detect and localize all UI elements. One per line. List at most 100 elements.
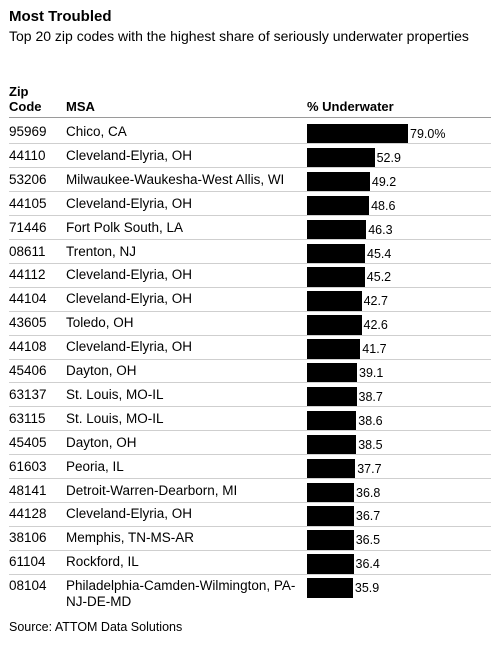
table-row: 95969 Chico, CA 79.0%: [0, 120, 500, 144]
bar-value-label: 35.9: [354, 581, 380, 596]
zip-code: 95969: [9, 124, 47, 139]
row-divider: [9, 358, 491, 360]
msa-name: Peoria, IL: [66, 458, 124, 474]
zip-code: 63137: [9, 386, 47, 402]
bar-value-label: 48.6: [371, 198, 396, 213]
column-header-zip-line2: Code: [9, 99, 42, 114]
row-divider: [9, 286, 491, 288]
row-divider: [9, 191, 491, 193]
table-row: 45405 Dayton, OH 38.5: [0, 431, 500, 455]
zip-code: 61603: [9, 458, 47, 474]
bar: [307, 363, 357, 383]
row-divider: [9, 239, 491, 240]
bar: [307, 434, 357, 455]
table-row: 45406 Dayton, OH 39.1: [0, 359, 500, 383]
table-row: 48141 Detroit-Warren-Dearborn, MI 36.8: [0, 479, 500, 503]
chart-subtitle: Top 20 zip codes with the highest share …: [9, 28, 469, 44]
bar-value-label: 36.8: [356, 485, 381, 500]
table-row: 44105 Cleveland-Elyria, OH 48.6: [0, 192, 500, 216]
bar-value-label: 39.1: [359, 366, 384, 380]
bar-value-label: 38.5: [358, 437, 383, 452]
row-divider: [9, 501, 491, 503]
zip-code: 44108: [9, 339, 47, 355]
zip-code: 45405: [9, 434, 47, 450]
bar: [307, 171, 370, 192]
zip-code: 63115: [9, 410, 46, 426]
bar-value-label: 79.0%: [410, 127, 446, 141]
table-row: 61603 Peoria, IL 37.7: [0, 455, 500, 479]
bar: [307, 195, 370, 216]
bar-value-label: 37.7: [357, 461, 382, 476]
bar: [307, 339, 361, 360]
bar-value-label: 42.6: [363, 318, 388, 333]
zip-code: 44112: [9, 267, 46, 283]
table-row: 08104 Philadelphia-Camden-Wilmington, PA-…: [0, 574, 500, 614]
msa-name: Rockford, IL: [66, 554, 139, 570]
bar: [307, 291, 362, 312]
row-divider: [9, 382, 491, 384]
table-row: 53206 Milwaukee-Waukesha-West Allis, WI 49…: [0, 168, 500, 192]
msa-name: Detroit-Warren-Dearborn, MI: [66, 482, 238, 498]
bar: [307, 482, 354, 503]
zip-code: 38106: [9, 530, 47, 546]
msa-name: Fort Polk South, LA: [66, 219, 184, 235]
bar-value-label: 45.4: [367, 246, 392, 261]
table-row: 61104 Rockford, IL 36.4: [0, 550, 500, 575]
column-header-zip-line1: Zip: [9, 84, 29, 99]
source-note: Source: ATTOM Data Solutions: [9, 620, 183, 634]
msa-name: Toledo, OH: [66, 315, 134, 331]
bar-value-label: 38.7: [358, 389, 383, 404]
row-divider: [9, 143, 491, 145]
bar: [307, 578, 353, 599]
msa-name: Cleveland-Elyria, OH: [66, 339, 193, 355]
table-row: 38106 Memphis, TN-MS-AR 36.5: [0, 526, 500, 551]
row-divider: [9, 454, 491, 456]
row-divider: [9, 215, 491, 217]
table-row: 63137 St. Louis, MO-IL 38.7: [0, 383, 500, 407]
bar: [307, 410, 357, 431]
table-row: 43605 Toledo, OH 42.6: [0, 311, 500, 336]
row-divider: [9, 167, 491, 169]
bar-value-label: 36.4: [355, 557, 380, 572]
msa-name: Philadelphia-Camden-Wilmington, PA-NJ-DE…: [66, 578, 296, 610]
row-divider: [9, 334, 491, 336]
chart-title: Most Troubled: [9, 8, 112, 25]
table-row: 44104 Cleveland-Elyria, OH 42.7: [0, 287, 500, 312]
msa-name: Memphis, TN-MS-AR: [66, 530, 195, 546]
msa-name: Trenton, NJ: [66, 243, 137, 259]
zip-code: 43605: [9, 315, 47, 331]
bar: [307, 386, 357, 407]
header-rule: [9, 117, 491, 118]
bar: [307, 124, 408, 144]
zip-code: 44104: [9, 291, 47, 307]
zip-code: 45406: [9, 363, 47, 378]
msa-name: Cleveland-Elyria, OH: [66, 195, 193, 211]
zip-code: 61104: [9, 554, 46, 570]
row-divider: [9, 262, 491, 264]
bar: [307, 554, 354, 575]
bar-value-label: 41.7: [362, 342, 387, 357]
zip-code: 71446: [9, 219, 47, 235]
msa-name: St. Louis, MO-IL: [66, 410, 164, 426]
row-divider: [9, 525, 491, 527]
table-row: 63115 St. Louis, MO-IL 38.6: [0, 407, 500, 431]
msa-name: St. Louis, MO-IL: [66, 386, 164, 402]
bar: [307, 147, 375, 168]
bar: [307, 506, 354, 527]
zip-code: 44128: [9, 506, 47, 522]
row-divider: [9, 478, 491, 479]
bar-value-label: 52.9: [376, 150, 401, 165]
bar: [307, 315, 362, 336]
column-header-msa: MSA: [66, 99, 95, 114]
bar-value-label: 36.7: [355, 509, 381, 524]
row-divider: [9, 406, 491, 408]
bar-value-label: 46.3: [368, 222, 393, 237]
column-header-pct-underwater: % Underwater: [307, 99, 394, 114]
bar: [307, 530, 354, 551]
table-row: 44108 Cleveland-Elyria, OH 41.7: [0, 335, 500, 360]
bar: [307, 267, 365, 288]
msa-name: Chico, CA: [66, 124, 127, 139]
bar-value-label: 38.6: [358, 413, 383, 428]
bar: [307, 458, 356, 479]
table-row: 44128 Cleveland-Elyria, OH 36.7: [0, 502, 500, 527]
